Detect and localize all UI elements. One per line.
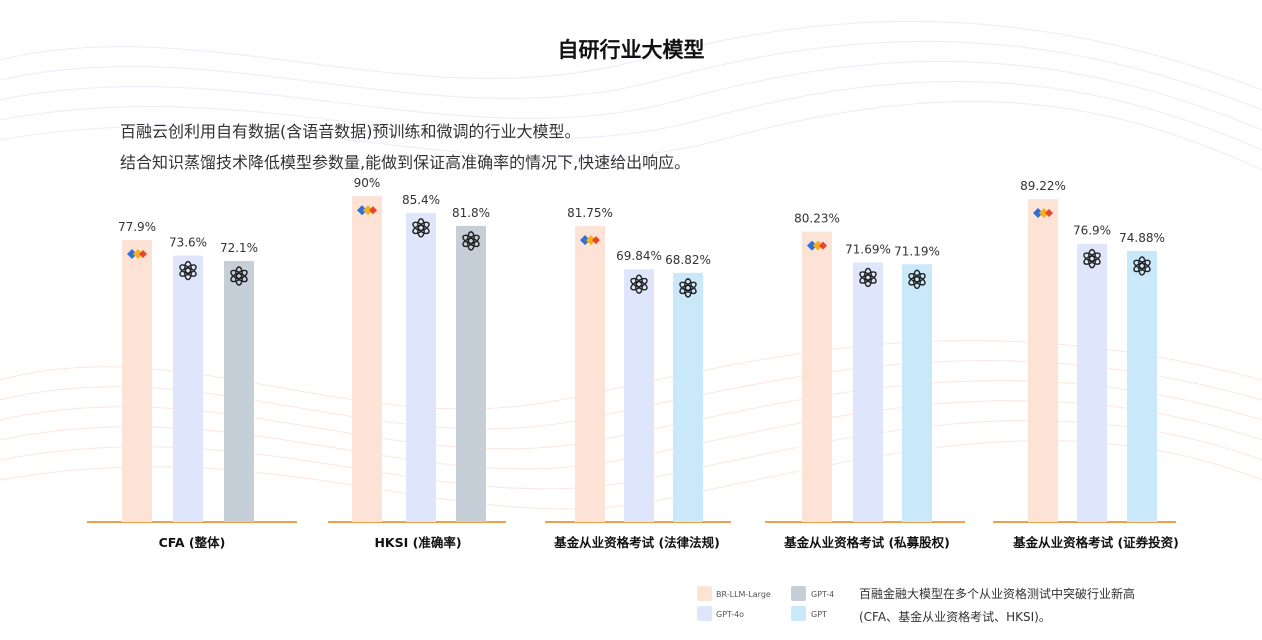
openai-logo-icon (1133, 256, 1151, 276)
bar-3-1 (853, 262, 883, 522)
data-label-3-2: 71.19% (894, 244, 940, 258)
bar-2-0 (575, 226, 605, 522)
page-title: 自研行业大模型 (557, 38, 705, 62)
category-label-2: 基金从业资格考试 (法律法规) (553, 535, 720, 550)
bar-3-2 (902, 264, 932, 522)
category-label-3: 基金从业资格考试 (私募股权) (783, 535, 950, 550)
legend-label-gpt-4o: GPT-4o (716, 610, 745, 619)
openai-logo-icon (462, 231, 480, 251)
data-label-2-2: 68.82% (665, 253, 711, 267)
note-line-1: 百融金融大模型在多个从业资格测试中突破行业新高 (859, 587, 1136, 601)
data-label-3-0: 80.23% (794, 212, 840, 226)
openai-logo-icon (630, 274, 648, 294)
openai-logo-icon (179, 260, 197, 281)
legend-swatch-gpt (791, 606, 806, 621)
bar-4-1 (1077, 243, 1107, 522)
category-label-0: CFA (整体) (159, 535, 226, 550)
category-label-4: 基金从业资格考试 (证券投资) (1012, 535, 1179, 550)
br-logo-icon (580, 235, 600, 246)
bar-0-2 (224, 260, 254, 522)
legend-swatch-br-llm-large (697, 586, 712, 601)
data-label-0-0: 77.9% (118, 220, 156, 234)
category-label-1: HKSI (准确率) (374, 535, 461, 550)
openai-logo-icon (230, 266, 248, 286)
legend-label-gpt-4: GPT-4 (811, 590, 835, 599)
br-logo-icon (357, 205, 377, 216)
openai-logo-icon (908, 269, 926, 289)
data-label-1-2: 81.8% (452, 206, 490, 220)
data-label-4-2: 74.88% (1119, 231, 1165, 245)
br-logo-icon (807, 240, 827, 251)
bar-0-1 (173, 255, 203, 522)
bar-1-1 (406, 212, 436, 523)
bar-4-0 (1028, 199, 1058, 522)
legend-swatch-gpt-4o (697, 606, 712, 621)
legend-label-br-llm-large: BR-LLM-Large (716, 590, 771, 599)
data-label-2-0: 81.75% (567, 206, 613, 220)
legend-swatch-gpt-4 (791, 586, 806, 601)
note-line-2: (CFA、基金从业资格考试、HKSI)。 (859, 610, 1051, 624)
bar-0-0 (122, 240, 152, 522)
data-label-1-1: 85.4% (402, 193, 440, 207)
intro-line-1: 百融云创利用自有数据(含语音数据)预训练和微调的行业大模型。 (120, 122, 581, 141)
bar-1-2 (456, 225, 486, 522)
bar-2-1 (624, 269, 654, 522)
data-label-4-0: 89.22% (1020, 179, 1066, 193)
openai-logo-icon (679, 278, 697, 298)
bar-1-0 (352, 196, 382, 522)
br-logo-icon (127, 249, 147, 260)
data-label-3-1: 71.69% (845, 242, 891, 256)
data-label-4-1: 76.9% (1073, 224, 1111, 238)
bar-2-2 (673, 272, 703, 522)
openai-logo-icon (859, 267, 877, 288)
data-label-0-1: 73.6% (169, 236, 207, 250)
openai-logo-icon (1083, 248, 1101, 269)
data-label-0-2: 72.1% (220, 241, 258, 255)
br-logo-icon (1033, 208, 1053, 219)
data-label-2-1: 69.84% (616, 249, 662, 263)
openai-logo-icon (412, 218, 430, 238)
legend-label-gpt: GPT (811, 610, 827, 619)
intro-line-2: 结合知识蒸馏技术降低模型参数量,能做到保证高准确率的情况下,快速给出响应。 (120, 153, 691, 172)
bar-4-2 (1127, 250, 1157, 523)
bar-3-0 (802, 231, 832, 523)
data-label-1-0: 90% (354, 176, 381, 190)
